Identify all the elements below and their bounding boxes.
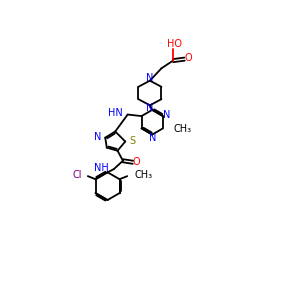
Text: N: N — [94, 132, 101, 142]
Text: CH₃: CH₃ — [135, 170, 153, 180]
Text: S: S — [129, 136, 135, 146]
Text: N: N — [149, 134, 157, 143]
Text: HN: HN — [107, 108, 122, 118]
Text: N: N — [146, 103, 154, 112]
Text: HO: HO — [167, 40, 182, 50]
Text: O: O — [133, 157, 141, 167]
Text: O: O — [184, 53, 192, 63]
Text: CH₃: CH₃ — [174, 124, 192, 134]
Text: NH: NH — [94, 163, 109, 173]
Text: N: N — [163, 110, 170, 120]
Text: Cl: Cl — [72, 170, 82, 180]
Text: N: N — [146, 73, 154, 83]
